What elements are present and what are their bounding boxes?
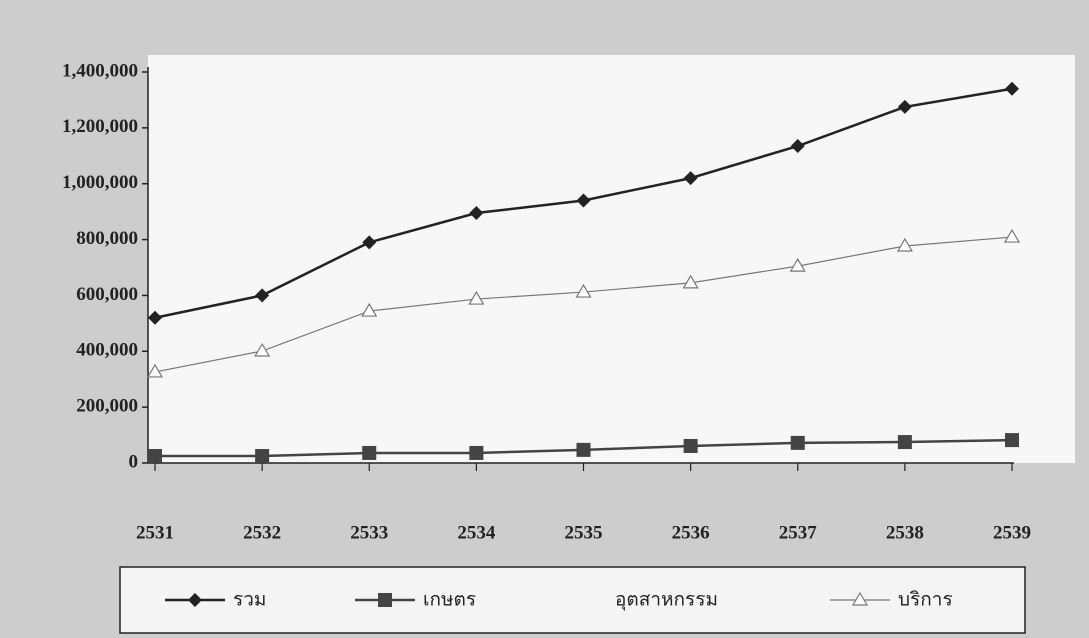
point <box>362 235 377 250</box>
plot-area <box>148 55 1075 463</box>
y-tick-label: 400,000 <box>76 340 138 361</box>
point <box>789 257 806 272</box>
point <box>255 449 270 464</box>
point <box>897 435 912 450</box>
point <box>683 171 698 186</box>
point <box>683 438 698 453</box>
point <box>576 193 591 208</box>
point <box>1005 433 1019 448</box>
legend-marker <box>378 593 392 607</box>
point <box>148 310 162 325</box>
y-tick-label: 200,000 <box>76 396 138 417</box>
x-tick-label: 2538 <box>886 522 924 543</box>
y-tick-label: 1,200,000 <box>62 116 138 137</box>
legend-label: เกษตร <box>423 589 476 611</box>
y-tick-label: 600,000 <box>76 284 138 305</box>
point <box>148 449 162 464</box>
point <box>255 288 270 303</box>
x-tick-label: 2531 <box>136 522 174 543</box>
x-tick-label: 2535 <box>565 522 603 543</box>
x-tick-label: 2537 <box>779 522 818 543</box>
point <box>896 237 913 252</box>
point <box>576 442 591 457</box>
legend-label: อุตสาหกรรม <box>615 589 718 612</box>
x-tick-label: 2539 <box>993 522 1031 543</box>
y-tick-label: 0 <box>129 451 139 472</box>
point <box>362 445 377 460</box>
y-tick-label: 1,000,000 <box>62 172 138 193</box>
point <box>897 99 912 114</box>
point <box>361 302 378 317</box>
point <box>1005 81 1019 96</box>
legend-label: รวม <box>233 589 266 611</box>
x-tick-label: 2536 <box>672 522 710 543</box>
point <box>1003 228 1021 243</box>
x-tick-label: 2532 <box>243 522 281 543</box>
point <box>682 274 699 289</box>
point <box>469 445 484 460</box>
point <box>790 435 805 450</box>
legend-label: บริการ <box>898 589 953 611</box>
point <box>468 290 485 305</box>
y-tick-label: 800,000 <box>76 228 138 249</box>
x-tick-label: 2533 <box>350 522 388 543</box>
legend-marker <box>188 593 202 607</box>
point <box>254 342 271 357</box>
point <box>146 363 164 378</box>
point <box>790 139 805 154</box>
point <box>575 283 592 298</box>
legend-marker <box>851 591 869 606</box>
y-tick-label: 1,400,000 <box>62 60 138 81</box>
x-tick-label: 2534 <box>457 522 496 543</box>
point <box>469 206 484 221</box>
